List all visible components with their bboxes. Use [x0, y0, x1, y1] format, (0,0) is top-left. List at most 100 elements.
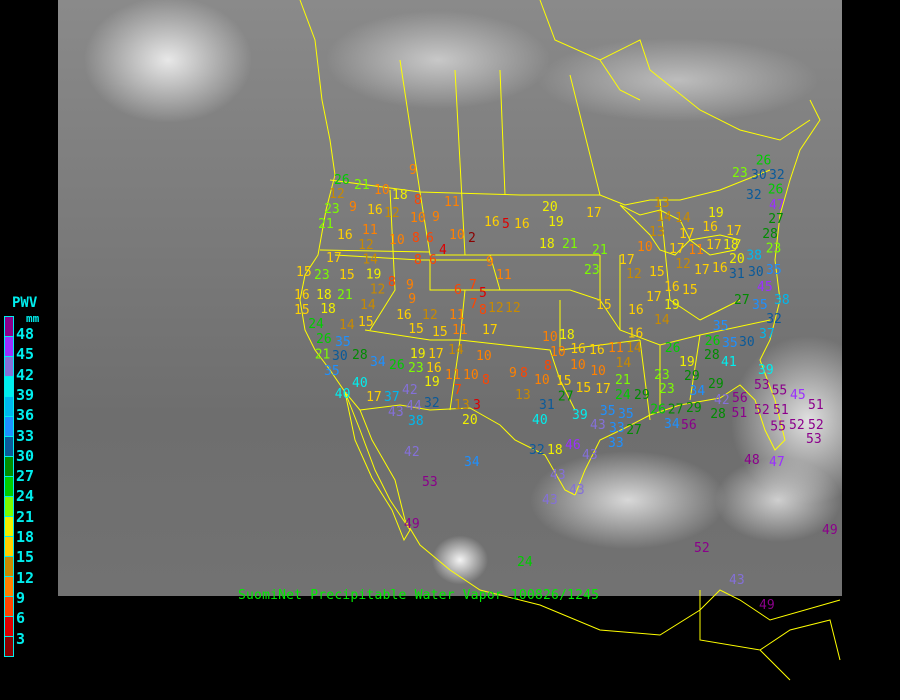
station-pwv-value: 30: [751, 168, 767, 183]
station-pwv-value: 40: [352, 376, 368, 391]
station-pwv-value: 16: [702, 220, 718, 235]
station-pwv-value: 52: [694, 541, 710, 556]
station-pwv-value: 34: [464, 455, 480, 470]
station-pwv-value: 24: [615, 388, 631, 403]
station-pwv-value: 55: [772, 383, 788, 398]
station-pwv-value: 11: [688, 243, 704, 258]
station-pwv-value: 51: [773, 403, 789, 418]
station-pwv-value: 10: [590, 364, 606, 379]
station-pwv-value: 14: [675, 211, 691, 226]
legend-swatch: [4, 437, 14, 457]
station-pwv-value: 16: [337, 228, 353, 243]
station-pwv-value: 14: [626, 341, 642, 356]
station-pwv-value: 42: [404, 445, 420, 460]
station-pwv-value: 3: [473, 398, 481, 413]
station-pwv-value: 53: [422, 475, 438, 490]
legend-swatch: [4, 517, 14, 537]
station-pwv-value: 52: [808, 418, 824, 433]
station-pwv-value: 17: [428, 347, 444, 362]
station-pwv-value: 21: [337, 288, 353, 303]
station-pwv-value: 12: [488, 301, 504, 316]
station-pwv-value: 49: [759, 598, 775, 613]
station-pwv-value: 32: [746, 188, 762, 203]
station-pwv-value: 28: [762, 227, 778, 242]
station-pwv-value: 23: [766, 241, 782, 256]
station-pwv-value: 26: [316, 332, 332, 347]
baja: [344, 391, 411, 542]
station-pwv-value: 6: [454, 283, 462, 298]
station-pwv-value: 20: [729, 252, 745, 267]
station-pwv-value: 12: [358, 238, 374, 253]
legend-colorbar: [4, 316, 14, 657]
legend-swatch: [4, 617, 14, 637]
station-pwv-value: 23: [324, 202, 340, 217]
station-pwv-value: 40: [335, 387, 351, 402]
station-pwv-value: 48: [744, 453, 760, 468]
station-pwv-value: 53: [754, 378, 770, 393]
station-pwv-value: 15: [576, 381, 592, 396]
station-pwv-value: 12: [329, 187, 345, 202]
station-pwv-value: 16: [628, 327, 644, 342]
station-pwv-value: 13: [515, 388, 531, 403]
station-pwv-value: 20: [542, 200, 558, 215]
station-pwv-value: 17: [706, 238, 722, 253]
station-pwv-value: 11: [608, 341, 624, 356]
station-pwv-value: 23: [732, 166, 748, 181]
station-pwv-value: 37: [759, 327, 775, 342]
station-pwv-value: 15: [358, 315, 374, 330]
legend-label: 42: [16, 365, 35, 384]
station-pwv-value: 4: [439, 243, 447, 258]
station-pwv-value: 10: [463, 368, 479, 383]
station-pwv-value: 45: [757, 280, 773, 295]
station-pwv-value: 7: [469, 278, 477, 293]
station-pwv-value: 15: [432, 325, 448, 340]
station-pwv-value: 18: [320, 302, 336, 317]
station-pwv-value: 20: [462, 413, 478, 428]
station-pwv-value: 38: [774, 293, 790, 308]
station-pwv-value: 35: [722, 336, 738, 351]
station-pwv-value: 7: [470, 297, 478, 312]
station-pwv-value: 28: [704, 348, 720, 363]
station-pwv-value: 23: [584, 263, 600, 278]
canada-coast: [539, 0, 811, 141]
station-pwv-value: 43: [590, 418, 606, 433]
legend-swatch: [4, 537, 14, 557]
station-pwv-value: 47: [769, 198, 785, 213]
legend-label: 45: [16, 345, 35, 364]
station-pwv-value: 12: [505, 301, 521, 316]
station-pwv-value: 29: [634, 388, 650, 403]
station-pwv-value: 11: [496, 268, 512, 283]
station-pwv-value: 32: [766, 312, 782, 327]
station-pwv-value: 52: [754, 403, 770, 418]
legend-label: 24: [16, 487, 35, 506]
station-pwv-value: 53: [806, 432, 822, 447]
station-pwv-value: 17: [726, 224, 742, 239]
station-pwv-value: 18: [547, 443, 563, 458]
station-pwv-value: 14: [654, 313, 670, 328]
station-pwv-value: 11: [444, 195, 460, 210]
us-canada-border: [329, 169, 771, 206]
station-pwv-value: 42: [714, 393, 730, 408]
station-pwv-value: 23: [659, 382, 675, 397]
station-pwv-value: 17: [694, 263, 710, 278]
station-pwv-value: 40: [532, 413, 548, 428]
station-pwv-value: 38: [746, 249, 762, 264]
station-pwv-value: 15: [649, 265, 665, 280]
station-pwv-value: 17: [595, 382, 611, 397]
station-pwv-value: 43: [729, 573, 745, 588]
station-pwv-value: 44: [406, 399, 422, 414]
legend-label: 15: [16, 548, 35, 567]
station-pwv-value: 34: [664, 417, 680, 432]
station-pwv-value: 23: [654, 368, 670, 383]
station-pwv-value: 49: [404, 517, 420, 532]
station-pwv-value: 9: [349, 200, 357, 215]
station-pwv-value: 16: [396, 308, 412, 323]
station-pwv-value: 23: [314, 268, 330, 283]
station-pwv-value: 10: [550, 345, 566, 360]
station-pwv-value: 14: [616, 356, 632, 371]
station-pwv-value: 34: [690, 384, 706, 399]
station-pwv-value: 51: [808, 398, 824, 413]
station-pwv-value: 47: [769, 455, 785, 470]
station-pwv-value: 8: [414, 193, 422, 208]
